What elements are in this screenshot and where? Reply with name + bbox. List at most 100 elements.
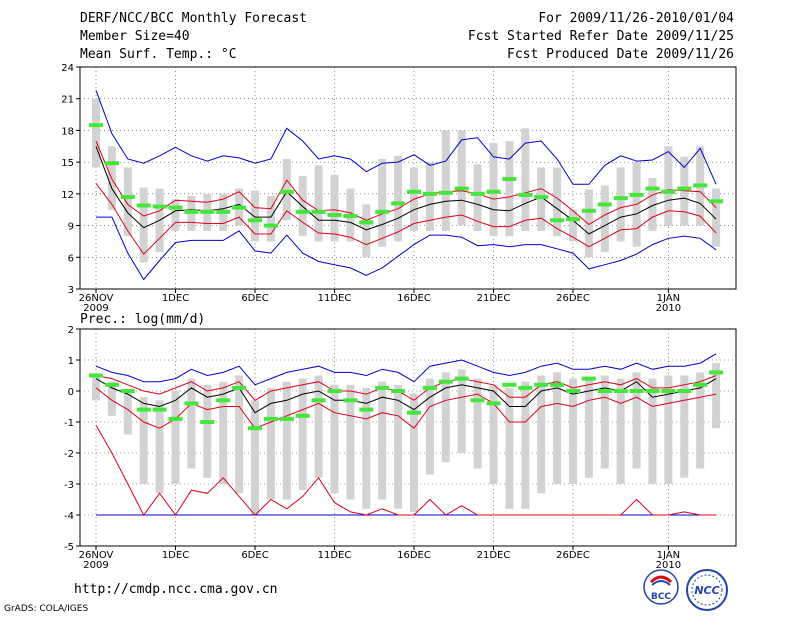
temp-observed-marker bbox=[359, 220, 374, 225]
precip-range-box bbox=[139, 397, 148, 484]
temp-range-box bbox=[521, 128, 530, 231]
precip-lower-tail-line bbox=[95, 424, 717, 516]
precip-range-box bbox=[425, 378, 434, 475]
precip-xtick-label: 11DEC bbox=[318, 550, 352, 561]
precip-range-box bbox=[394, 384, 403, 509]
temp-observed-marker bbox=[486, 189, 501, 194]
temp-range-box bbox=[362, 204, 371, 258]
precip-observed-marker bbox=[200, 420, 215, 424]
precip-observed-marker bbox=[407, 410, 421, 415]
temp-range-box bbox=[314, 165, 323, 242]
precip-range-box bbox=[505, 387, 514, 509]
precip-observed-marker bbox=[232, 385, 247, 390]
temp-range-box bbox=[505, 141, 514, 237]
precip-observed-marker bbox=[327, 389, 342, 393]
temp-observed-marker bbox=[136, 203, 151, 208]
precip-range-box bbox=[584, 378, 593, 478]
temp-observed-marker bbox=[566, 217, 580, 222]
temp-xtick-sublabel: 2010 bbox=[656, 303, 681, 314]
temp-observed-marker bbox=[407, 189, 421, 194]
precip-observed-marker bbox=[613, 389, 628, 393]
temp-range-box bbox=[441, 130, 450, 231]
temp-observed-marker bbox=[422, 191, 437, 196]
precip-range-box bbox=[680, 375, 689, 478]
precip-ytick-label: 0 bbox=[68, 387, 74, 398]
temp-range-box bbox=[616, 167, 625, 242]
precip-range-box bbox=[712, 363, 721, 429]
precip-observed-marker bbox=[470, 398, 485, 403]
temp-observed-marker bbox=[327, 213, 342, 217]
temp-observed-marker bbox=[216, 209, 231, 214]
precip-observed-marker bbox=[216, 398, 231, 403]
precip-ytick-label: -3 bbox=[64, 480, 74, 491]
temp-observed-marker bbox=[677, 186, 692, 191]
temp-range-box bbox=[648, 178, 657, 231]
temp-range-box bbox=[266, 195, 275, 242]
precip-range-box bbox=[441, 372, 450, 463]
precip-range-box bbox=[266, 387, 275, 500]
temp-ytick-label: 18 bbox=[61, 126, 74, 137]
temp-observed-marker bbox=[454, 186, 469, 191]
temp-upper-quartile-line bbox=[95, 140, 717, 226]
temp-xtick-label: 6DEC bbox=[241, 293, 268, 304]
temp-observed-marker bbox=[645, 186, 660, 191]
precip-range-box bbox=[219, 381, 228, 484]
temp-range-box bbox=[139, 187, 148, 263]
precip-observed-marker bbox=[422, 385, 437, 390]
forecast-period-label: For 2009/11/26-2010/01/04 bbox=[538, 11, 734, 26]
ncc-logo-text: NCC bbox=[694, 584, 719, 597]
temp-range-box bbox=[123, 167, 132, 237]
temp-range-box bbox=[282, 158, 291, 221]
precip-xtick-label: 26DEC bbox=[556, 550, 590, 561]
precip-observed-marker bbox=[279, 416, 294, 421]
precip-range-box bbox=[282, 381, 291, 500]
precip-observed-marker bbox=[502, 382, 517, 387]
precip-observed-marker bbox=[104, 382, 119, 387]
precip-observed-marker bbox=[661, 389, 676, 393]
precip-range-box bbox=[171, 391, 180, 484]
precip-range-box bbox=[457, 369, 466, 453]
precip-range-box bbox=[203, 384, 212, 478]
temp-range-box bbox=[92, 98, 100, 168]
precip-range-box bbox=[553, 372, 562, 484]
precip-xtick-label: 26NOV bbox=[79, 550, 114, 561]
temp-xtick-label: 11DEC bbox=[318, 293, 352, 304]
precip-range-box bbox=[537, 375, 546, 494]
precip-observed-marker bbox=[295, 413, 310, 418]
temp-range-box bbox=[171, 199, 180, 231]
precip-range-box bbox=[330, 384, 339, 494]
temp-xtick-label: 1DEC bbox=[162, 293, 189, 304]
temp-observed-marker bbox=[534, 195, 549, 200]
temp-xtick-sublabel: 2009 bbox=[83, 303, 108, 314]
precip-xtick-label: 6DEC bbox=[241, 550, 268, 561]
precip-range-box bbox=[314, 375, 323, 478]
grads-credit: GrADS: COLA/IGES bbox=[4, 604, 89, 614]
precip-observed-marker bbox=[518, 385, 533, 390]
temp-ytick-label: 9 bbox=[68, 222, 74, 233]
website-url[interactable]: http://cmdp.ncc.cma.gov.cn bbox=[74, 582, 278, 597]
precip-range-box bbox=[378, 381, 387, 500]
temp-range-box bbox=[330, 174, 339, 242]
temp-range-box bbox=[378, 158, 387, 247]
temp-range-box bbox=[553, 167, 562, 237]
precip-observed-marker bbox=[534, 382, 549, 387]
fcst-started-label: Fcst Started Refer Date 2009/11/25 bbox=[467, 29, 734, 44]
precip-observed-marker bbox=[359, 407, 374, 412]
precip-range-box bbox=[123, 391, 132, 435]
precip-range-box bbox=[632, 372, 641, 469]
temp-range-box bbox=[600, 185, 609, 252]
temp-observed-marker bbox=[550, 218, 565, 223]
precip-range-box bbox=[473, 378, 482, 469]
precip-range-box bbox=[235, 375, 244, 494]
temp-observed-marker bbox=[391, 201, 406, 206]
temp-observed-marker bbox=[184, 209, 199, 214]
ncc-logo: NCC bbox=[686, 569, 728, 611]
temp-range-box bbox=[473, 164, 482, 231]
precip-range-box bbox=[521, 381, 530, 509]
temp-observed-marker bbox=[279, 189, 294, 194]
precip-observed-marker bbox=[391, 389, 406, 393]
precip-observed-marker bbox=[89, 373, 103, 378]
bcc-logo-text: BCC bbox=[651, 592, 671, 602]
